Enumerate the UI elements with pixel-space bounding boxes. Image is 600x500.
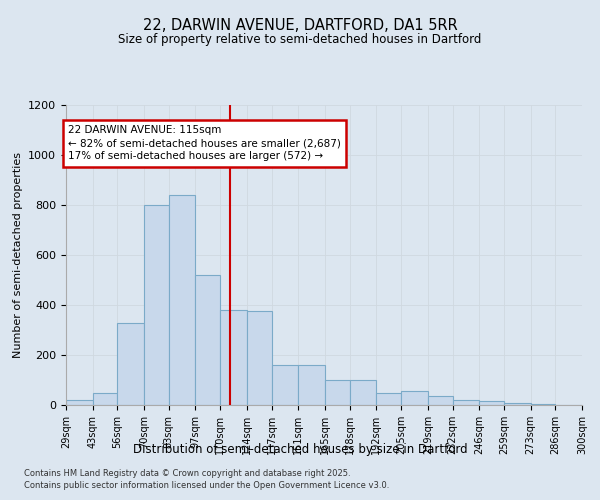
Bar <box>325 380 350 405</box>
Bar <box>298 365 325 405</box>
Text: Distribution of semi-detached houses by size in Dartford: Distribution of semi-detached houses by … <box>133 442 467 456</box>
Bar <box>169 195 196 405</box>
Bar <box>479 401 504 405</box>
Y-axis label: Number of semi-detached properties: Number of semi-detached properties <box>13 152 23 358</box>
Text: Contains public sector information licensed under the Open Government Licence v3: Contains public sector information licen… <box>24 481 389 490</box>
Bar <box>428 396 452 405</box>
Bar <box>144 205 169 405</box>
Bar <box>530 404 556 405</box>
Bar <box>92 392 118 405</box>
Bar <box>401 391 428 405</box>
Text: Size of property relative to semi-detached houses in Dartford: Size of property relative to semi-detach… <box>118 32 482 46</box>
Bar <box>247 311 272 405</box>
Bar <box>350 380 376 405</box>
Bar <box>504 402 530 405</box>
Bar <box>452 400 479 405</box>
Bar <box>556 404 582 405</box>
Text: 22 DARWIN AVENUE: 115sqm
← 82% of semi-detached houses are smaller (2,687)
17% o: 22 DARWIN AVENUE: 115sqm ← 82% of semi-d… <box>68 125 341 162</box>
Text: Contains HM Land Registry data © Crown copyright and database right 2025.: Contains HM Land Registry data © Crown c… <box>24 468 350 477</box>
Bar <box>66 400 92 405</box>
Bar <box>376 392 401 405</box>
Bar <box>118 322 144 405</box>
Bar <box>272 365 298 405</box>
Bar <box>220 310 247 405</box>
Text: 22, DARWIN AVENUE, DARTFORD, DA1 5RR: 22, DARWIN AVENUE, DARTFORD, DA1 5RR <box>143 18 457 32</box>
Bar <box>196 275 220 405</box>
